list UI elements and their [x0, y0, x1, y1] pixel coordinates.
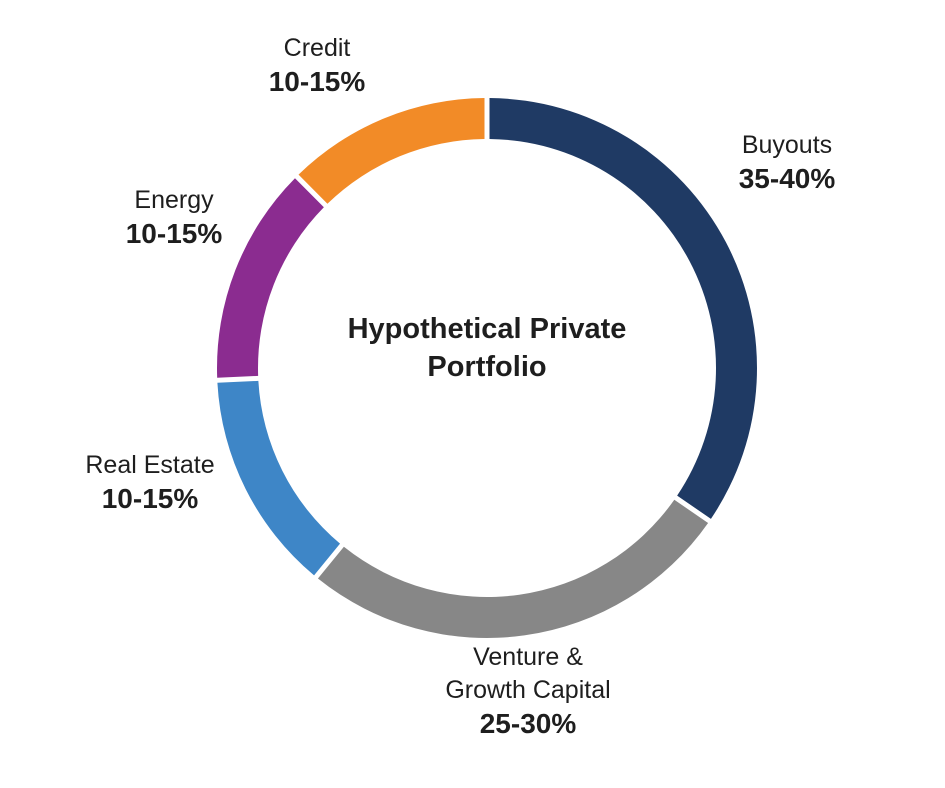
- donut-segment-venture-growth-capital: [317, 499, 709, 638]
- callout-venture-growth-capital: Venture & Growth Capital 25-30%: [428, 641, 628, 740]
- buyouts-label: Buyouts: [741, 131, 833, 159]
- callout-real-estate: Real Estate 10-15%: [50, 449, 250, 515]
- energy-label: Energy: [134, 186, 214, 214]
- buyouts-range: 35-40%: [738, 163, 836, 194]
- energy-range: 10-15%: [125, 218, 223, 249]
- donut-segment-real-estate: [217, 380, 341, 576]
- callout-buyouts: Buyouts 35-40%: [687, 129, 887, 195]
- callout-energy: Energy 10-15%: [84, 184, 264, 250]
- donut-segment-energy: [217, 178, 324, 378]
- venture-label-line1: Venture &: [473, 643, 583, 671]
- donut-segment-buyouts: [489, 98, 757, 519]
- real-estate-range: 10-15%: [101, 483, 199, 514]
- real-estate-label: Real Estate: [85, 451, 215, 479]
- chart-center-title-line2: Portfolio: [427, 351, 547, 383]
- donut-segment-credit: [298, 98, 485, 204]
- credit-label: Credit: [283, 34, 351, 62]
- venture-label-line2: Growth Capital: [445, 676, 611, 704]
- chart-center-title: Hypothetical Private Portfolio: [287, 310, 687, 386]
- callout-credit: Credit 10-15%: [227, 32, 407, 98]
- credit-range: 10-15%: [268, 66, 366, 97]
- venture-range: 25-30%: [479, 708, 577, 739]
- chart-center-title-line1: Hypothetical Private: [347, 313, 627, 345]
